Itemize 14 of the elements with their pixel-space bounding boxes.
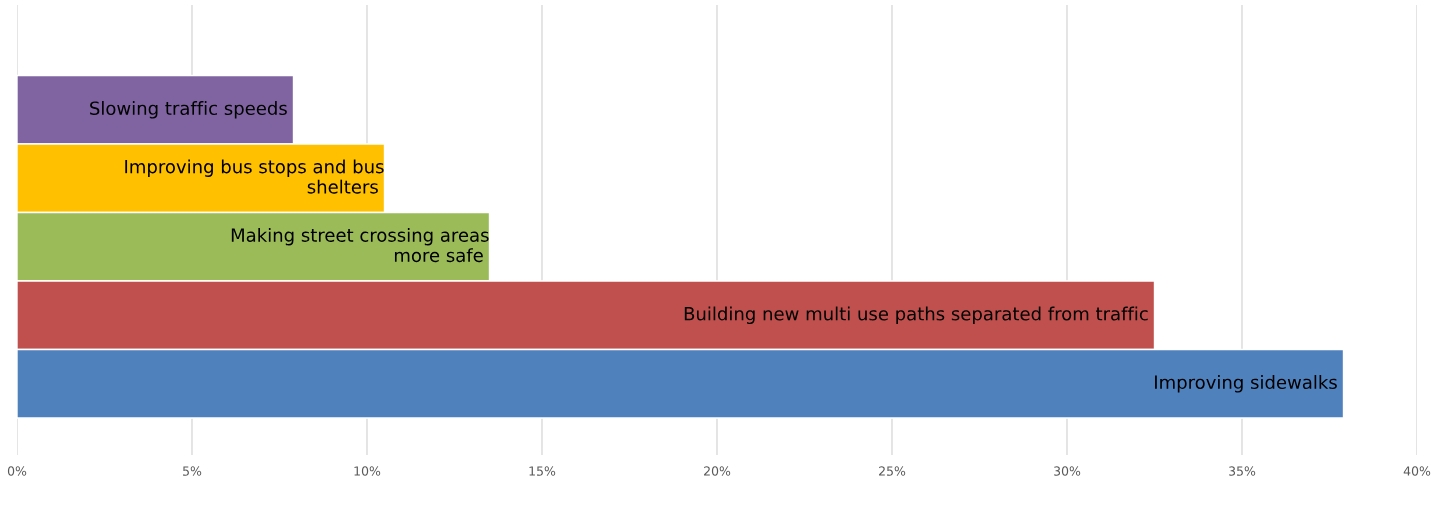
y-tick-label: Building new multi use paths separated from traffic <box>684 306 1148 325</box>
x-tick-label: 35% <box>1229 466 1256 476</box>
x-tick-label: 30% <box>1054 466 1081 476</box>
x-tick-label: 5% <box>183 466 202 476</box>
x-tick-label: 20% <box>704 466 731 476</box>
y-tick-label: Making street crossing areas more safe <box>231 227 489 263</box>
y-tick-label: Improving sidewalks <box>1155 375 1337 393</box>
x-tick-label: 0% <box>7 466 27 476</box>
y-tick-label: Improving bus stops and bus shelters <box>125 159 384 194</box>
x-tick-label: 40% <box>1403 466 1431 476</box>
y-tick-label: Slowing traffic speeds <box>90 101 287 119</box>
x-tick-label: 25% <box>879 466 906 476</box>
x-tick-label: 15% <box>529 466 556 476</box>
x-tick-label: 10% <box>354 466 381 476</box>
